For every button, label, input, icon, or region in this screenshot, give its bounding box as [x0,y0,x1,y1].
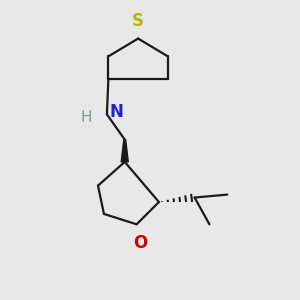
Text: N: N [110,103,124,121]
Text: H: H [80,110,92,125]
Text: O: O [133,234,147,252]
Polygon shape [121,140,128,162]
Text: S: S [132,12,144,30]
